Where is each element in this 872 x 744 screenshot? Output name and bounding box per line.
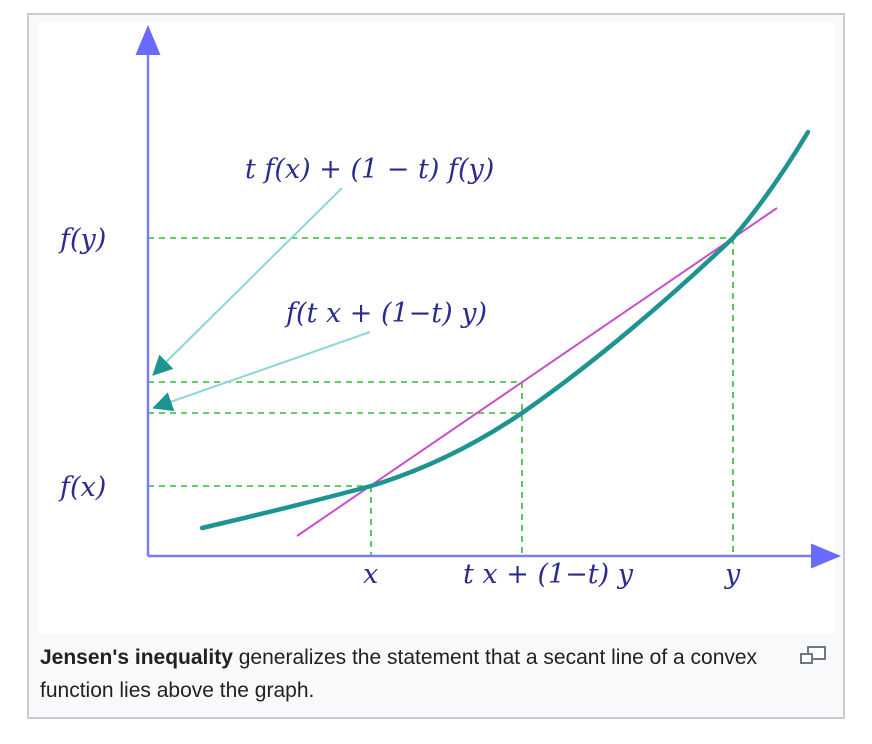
- figure-frame: [27, 13, 845, 719]
- figure-caption: Jensen's inequality generalizes the stat…: [40, 641, 830, 707]
- guide-lines: [148, 237, 734, 556]
- pointer-function-value: [152, 331, 371, 412]
- annotation-secant-value: t f(x) + (1 − t) f(y): [245, 154, 494, 185]
- label-mid: t x + (1−t) y: [463, 559, 634, 590]
- secant-line: [296, 207, 778, 537]
- pointer-secant-value: [152, 187, 343, 376]
- label-fy: f(y): [58, 224, 106, 255]
- label-x: x: [363, 559, 378, 590]
- annotation-function-value: f(t x + (1−t) y): [284, 298, 487, 329]
- label-y: y: [724, 559, 741, 590]
- label-fx: f(x): [58, 472, 106, 503]
- convex-curve: [199, 129, 811, 531]
- enlarge-icon: [800, 646, 826, 664]
- figure-image-area: [38, 22, 835, 634]
- caption-title[interactable]: Jensen's inequality: [40, 646, 233, 669]
- magnify-icon[interactable]: [799, 645, 827, 667]
- caption-text: generalizes the statement that a secant …: [40, 646, 758, 702]
